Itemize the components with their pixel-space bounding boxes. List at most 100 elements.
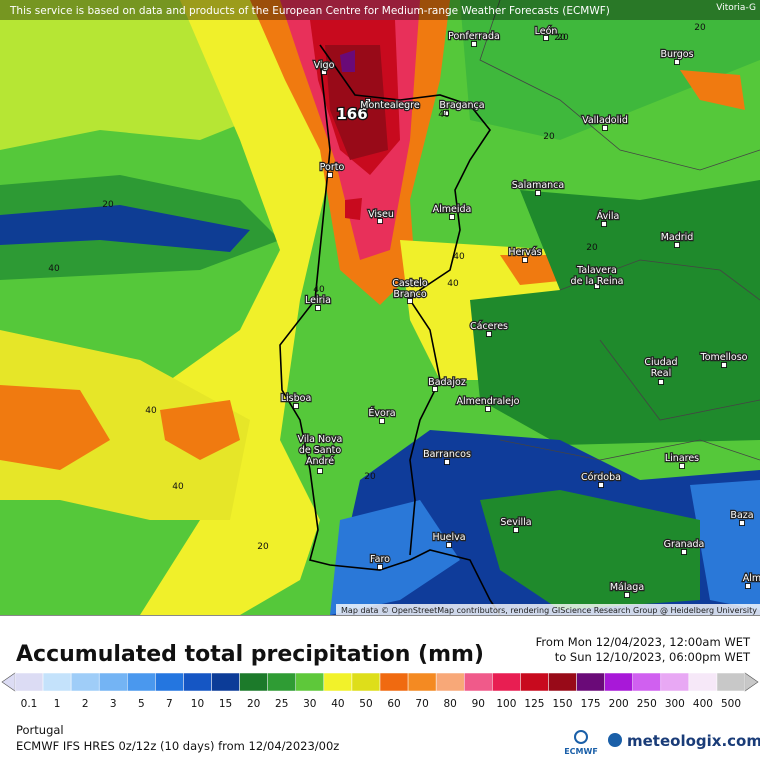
place-label: Vigo: [314, 60, 335, 71]
legend-label: 70: [415, 698, 428, 710]
legend-swatch: [463, 672, 493, 692]
legend-swatch: [604, 672, 633, 692]
place-marker: [674, 242, 680, 248]
place-label: Leiria: [305, 295, 331, 306]
legend-label: 250: [637, 698, 657, 710]
place-label: Granada: [664, 539, 705, 550]
contour-label: 40: [145, 406, 157, 416]
place-marker: [739, 520, 745, 526]
place-label: Tomelloso: [700, 352, 748, 363]
legend-swatch: [716, 672, 746, 692]
place-label: Bragança: [439, 100, 484, 111]
place-marker: [365, 98, 371, 104]
contour-label: 20: [694, 23, 706, 33]
place-label: Alm: [743, 573, 760, 584]
contour-label: 20: [257, 542, 269, 552]
place-label: Córdoba: [581, 472, 621, 483]
legend-swatch: [379, 672, 409, 692]
place-label: Valladolid: [582, 115, 628, 126]
place-label: Real: [651, 368, 671, 379]
place-marker: [377, 218, 383, 224]
legend-label: 7: [166, 698, 173, 710]
max-label: 166: [336, 105, 367, 123]
place-marker: [658, 379, 664, 385]
place-marker: [315, 305, 321, 311]
legend-swatch: [323, 672, 353, 692]
place-label: de Santo: [299, 445, 341, 456]
legend-swatch: [632, 672, 662, 692]
contour-label: 20: [554, 33, 566, 43]
place-marker: [721, 362, 727, 368]
legend-swatch: [435, 672, 465, 692]
legend-swatch: [155, 672, 184, 692]
place-label: Linares: [665, 453, 699, 464]
contour-label: 20: [543, 132, 555, 142]
logo-meteologix: meteologix.com: [627, 732, 760, 750]
region: Portugal: [16, 723, 64, 737]
place-marker: [601, 221, 607, 227]
legend-label: 90: [472, 698, 485, 710]
place-label: Talavera: [576, 265, 617, 276]
model: ECMWF IFS HRES 0z/12z (10 days) from 12/…: [16, 739, 339, 753]
place-marker: [535, 190, 541, 196]
legend-label: 150: [552, 698, 572, 710]
place-label: Lisboa: [281, 393, 312, 404]
date-to: to Sun 12/10/2023, 06:00pm WET: [555, 650, 751, 664]
title: Accumulated total precipitation (mm): [16, 642, 484, 667]
legend-label: 50: [359, 698, 372, 710]
legend-label: 175: [581, 698, 601, 710]
contour-label: 20: [557, 33, 569, 43]
legend-swatch: [211, 672, 240, 692]
legend-label: 60: [387, 698, 400, 710]
place-marker: [624, 592, 630, 598]
legend-label: 15: [219, 698, 232, 710]
place-marker: [471, 41, 477, 47]
legend-label: 500: [721, 698, 741, 710]
place-label: Sevilla: [500, 517, 531, 528]
place-marker: [377, 564, 383, 570]
legend-swatch: [688, 672, 718, 692]
place-label: Ponferrada: [448, 31, 500, 42]
place-label: Barrancos: [423, 449, 471, 460]
legend-swatch: [351, 672, 381, 692]
place-marker: [379, 418, 385, 424]
place-label: Almeida: [433, 204, 472, 215]
contour-label: 40: [453, 252, 465, 262]
legend-swatch: [295, 672, 325, 692]
contour-label: 40: [48, 264, 60, 274]
place-label: Montealegre: [360, 100, 420, 111]
legend-swatch: [183, 672, 212, 692]
place-label: Huelva: [432, 532, 465, 543]
place-label: Castelo: [392, 278, 428, 289]
legend-swatch: [576, 672, 605, 692]
legend-label: 125: [524, 698, 544, 710]
place-marker: [522, 257, 528, 263]
place-marker: [327, 172, 333, 178]
legend-label: 1: [54, 698, 61, 710]
place-label: de la Reina: [571, 276, 624, 287]
legend-swatch: [14, 672, 44, 692]
place-marker: [432, 386, 438, 392]
contour-label: 20: [364, 472, 376, 482]
legend-label: 25: [275, 698, 288, 710]
legend-swatch: [98, 672, 128, 692]
place-label: Badajoz: [428, 377, 466, 388]
place-label: Faro: [370, 554, 390, 565]
legend-label: 40: [331, 698, 344, 710]
map: This service is based on data and produc…: [0, 0, 760, 615]
contour-label: 40: [172, 482, 184, 492]
place-marker: [681, 549, 687, 555]
legend-swatch: [267, 672, 297, 692]
place-label: Branco: [393, 289, 426, 300]
place-marker: [444, 459, 450, 465]
legend-swatch: [239, 672, 268, 692]
place-marker: [293, 403, 299, 409]
place-label: Ciudad: [644, 357, 677, 368]
legend-label: 80: [444, 698, 457, 710]
date-from: From Mon 12/04/2023, 12:00am WET: [536, 635, 751, 649]
legend-swatch: [548, 672, 577, 692]
place-marker: [594, 283, 600, 289]
place-marker: [449, 214, 455, 220]
place-marker: [485, 406, 491, 412]
